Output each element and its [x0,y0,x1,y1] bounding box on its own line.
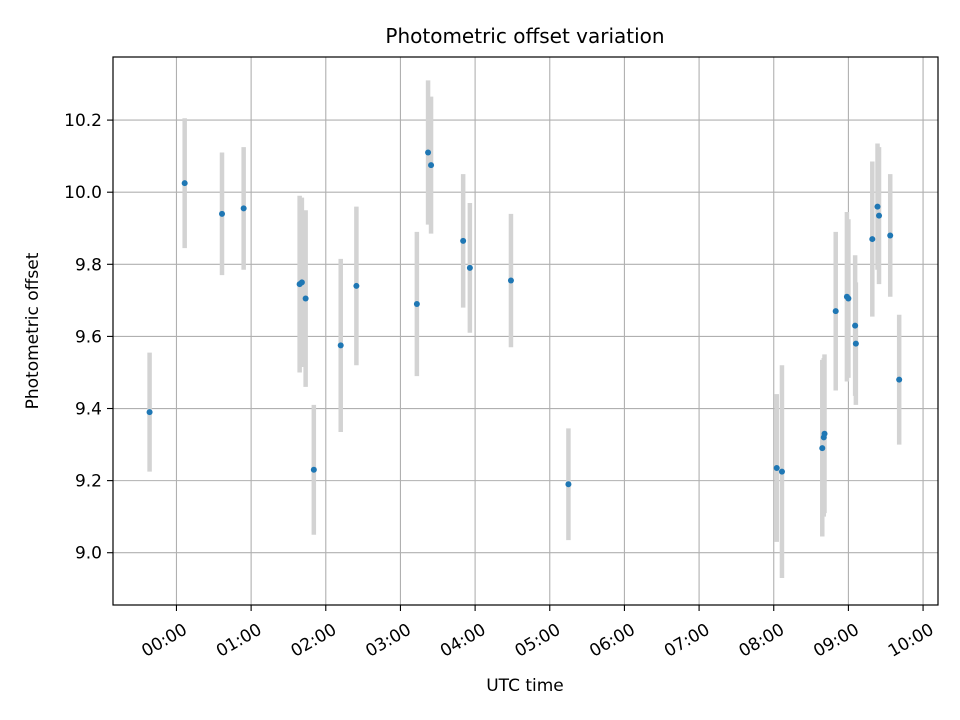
data-point [353,282,360,289]
y-tick-label: 9.6 [75,327,102,347]
data-point [845,295,852,302]
chart-title: Photometric offset variation [385,24,664,48]
data-point [852,322,859,329]
data-point [460,237,467,244]
data-point [874,203,881,210]
data-point [219,210,226,217]
x-tick-label: 06:00 [586,620,638,662]
x-tick-label: 03:00 [362,620,414,662]
data-points [146,149,903,488]
y-tick-label: 9.2 [75,472,102,492]
y-tick-label: 9.8 [75,255,102,275]
data-point [466,264,473,271]
x-tick-label: 09:00 [810,620,862,662]
y-axis-title: Photometric offset [23,252,43,409]
data-point [310,466,317,473]
x-tick-label: 01:00 [213,620,265,662]
data-point [819,445,826,452]
x-tick-label: 00:00 [138,620,190,662]
x-tick-label: 05:00 [512,620,564,662]
x-tick-label: 10:00 [885,620,937,662]
x-axis-ticks: 00:00 01:00 02:00 03:00 04:00 05:00 06:00 07:00… [138,605,937,662]
x-tick-label: 02:00 [288,620,340,662]
data-point [887,232,894,239]
x-tick-label: 07:00 [661,620,713,662]
data-point [896,376,903,383]
y-tick-label: 10.2 [64,111,102,131]
y-tick-label: 9.0 [75,544,102,564]
data-point [146,409,153,416]
error-bars [147,80,902,578]
y-axis-ticks: 9.0 9.2 9.4 9.6 9.8 10.0 10.2 [64,111,113,564]
y-tick-label: 9.4 [75,400,102,420]
data-point [413,300,420,307]
data-point [425,149,432,156]
x-tick-label: 04:00 [437,620,489,662]
data-point [337,342,344,349]
data-point [428,162,435,169]
data-point [869,236,876,243]
data-point [778,468,785,475]
data-point [240,205,247,212]
data-point [773,465,780,471]
data-point [181,180,188,187]
data-point [507,277,514,284]
x-axis-title: UTC time [486,676,564,696]
data-point [852,340,859,347]
y-tick-label: 10.0 [64,183,102,203]
data-point [821,430,828,437]
data-point [832,308,839,315]
plot-area-frame [112,56,939,606]
data-point [565,481,572,488]
x-tick-label: 08:00 [736,620,788,662]
data-point [298,279,305,286]
gridlines [113,57,938,605]
data-point [302,295,309,302]
data-point [876,212,883,219]
